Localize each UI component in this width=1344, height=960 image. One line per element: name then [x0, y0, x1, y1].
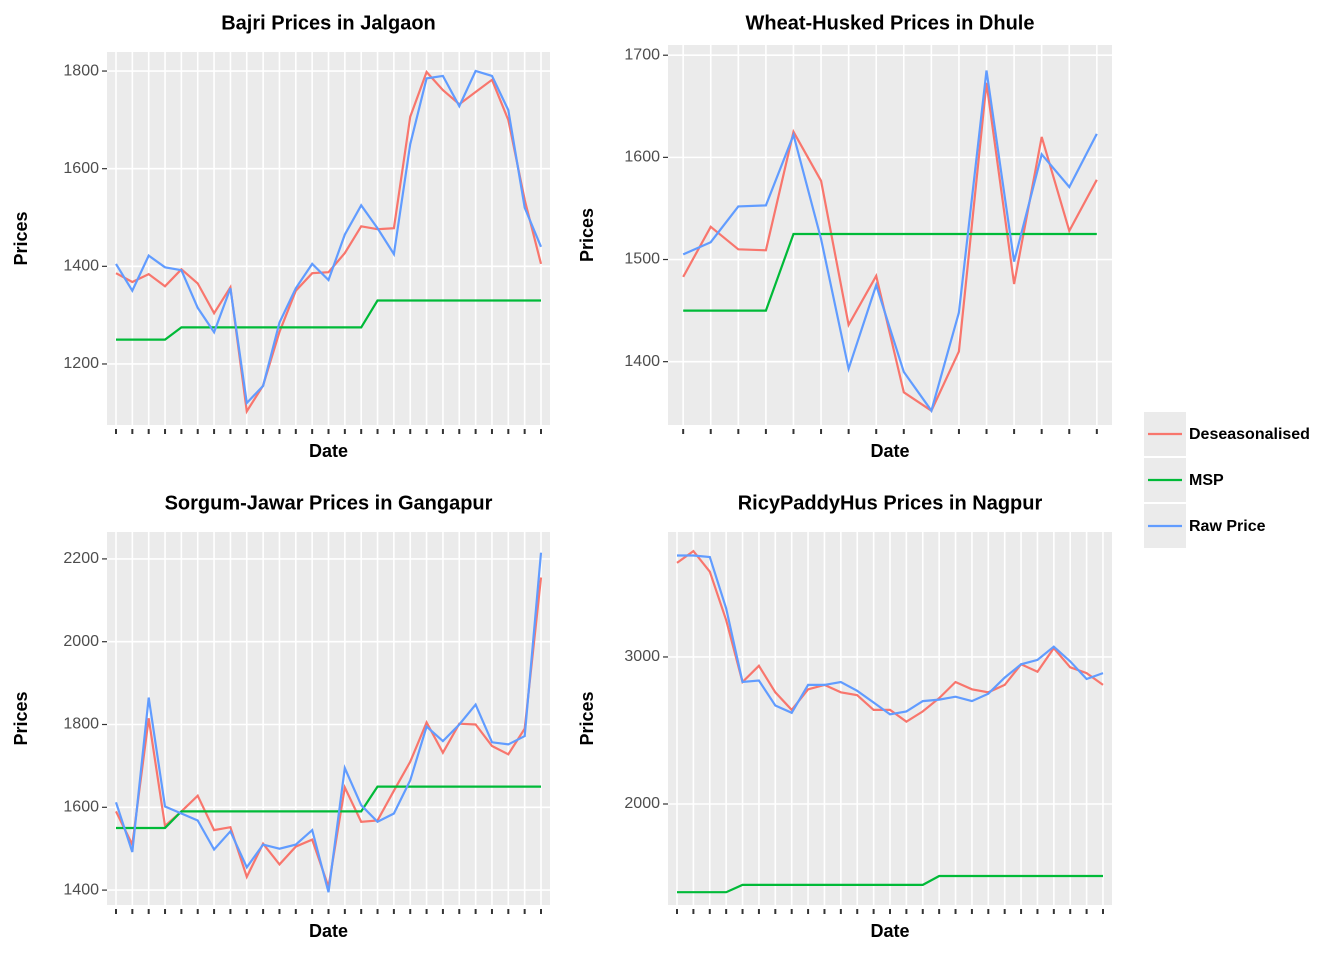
series-line — [116, 785, 541, 830]
y-tick-label: 1200 — [63, 355, 99, 372]
chart-title: Bajri Prices in Jalgaon — [221, 12, 436, 34]
chart-title: RicyPaddyHus Prices in Nagpur — [738, 492, 1043, 514]
series-line — [677, 554, 1104, 716]
legend-label: MSP — [1189, 472, 1224, 489]
y-tick-label: 1600 — [624, 149, 660, 166]
series-line — [114, 552, 543, 893]
chart-title: Wheat-Husked Prices in Dhule — [746, 12, 1035, 34]
series-line — [116, 299, 541, 341]
x-axis-title: Date — [309, 921, 348, 941]
y-tick-label: 2200 — [63, 550, 99, 567]
series-line — [676, 549, 1104, 724]
series-line — [115, 69, 543, 415]
series-line — [682, 70, 1098, 414]
y-tick-label: 1400 — [63, 258, 99, 275]
y-tick-label: 2000 — [63, 633, 99, 650]
series-line — [115, 69, 543, 406]
y-tick-label: 1500 — [624, 251, 660, 268]
legend-label: Raw Price — [1189, 518, 1266, 535]
y-tick-label: 3000 — [624, 648, 660, 665]
y-axis-title: Prices — [577, 691, 597, 745]
y-tick-label: 1400 — [63, 881, 99, 898]
series-line — [683, 232, 1097, 312]
y-tick-label: 1800 — [63, 62, 99, 79]
y-axis-title: Prices — [11, 211, 31, 265]
series-line — [677, 874, 1103, 894]
y-tick-label: 1600 — [63, 160, 99, 177]
y-tick-label: 1600 — [63, 799, 99, 816]
chart-title: Sorgum-Jawar Prices in Gangapur — [165, 492, 493, 514]
y-tick-label: 1800 — [63, 716, 99, 733]
y-axis-title: Prices — [11, 691, 31, 745]
x-axis-title: Date — [309, 441, 348, 461]
x-axis-title: Date — [870, 921, 909, 941]
legend-label: Deseasonalised — [1189, 426, 1310, 443]
x-axis-title: Date — [870, 441, 909, 461]
y-axis-title: Prices — [577, 208, 597, 262]
y-tick-label: 1400 — [624, 353, 660, 370]
y-tick-label: 2000 — [624, 795, 660, 812]
y-tick-label: 1700 — [624, 46, 660, 63]
